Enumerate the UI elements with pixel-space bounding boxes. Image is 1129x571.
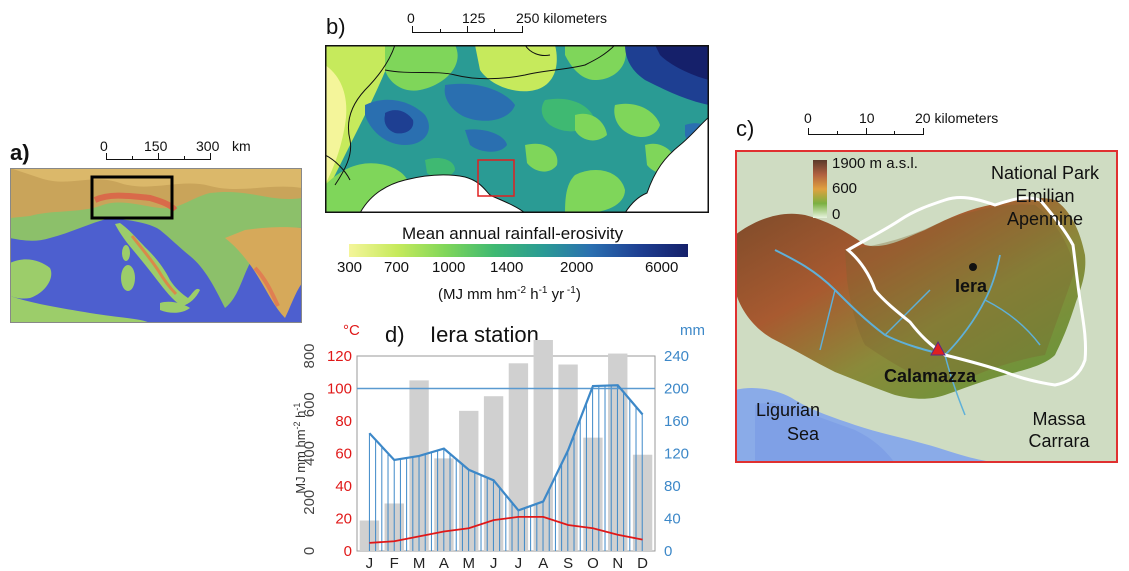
label-national-park: National Park Emilian Apennine bbox=[990, 163, 1100, 229]
erosivity-tick-4: 800 bbox=[301, 343, 318, 368]
label-calamazza: Calamazza bbox=[884, 366, 977, 386]
month-label-3: A bbox=[439, 555, 449, 571]
month-label-10: N bbox=[612, 555, 623, 571]
scale-a-0: 0 bbox=[100, 138, 108, 154]
temp-tick-4: 80 bbox=[335, 413, 352, 430]
scale-a-300: 300 bbox=[196, 138, 220, 154]
month-label-9: O bbox=[587, 555, 599, 571]
mm-tick-4: 160 bbox=[664, 413, 689, 430]
legend-unit: (MJ mm hm-2 h-1 yr -1) bbox=[438, 285, 581, 303]
panel-a-label: a) bbox=[10, 140, 30, 165]
scale-a-unit: km bbox=[232, 138, 251, 154]
erosivity-tick-0: 0 bbox=[301, 547, 318, 555]
legend-tick-6000: 6000 bbox=[645, 259, 679, 276]
mm-tick-3: 120 bbox=[664, 446, 689, 463]
month-label-8: S bbox=[563, 555, 573, 571]
precipitation-line bbox=[368, 384, 644, 512]
legend-tick-300: 300 bbox=[337, 259, 363, 276]
mm-tick-0: 0 bbox=[664, 543, 672, 560]
scale-c-0: 0 bbox=[804, 110, 812, 126]
erosivity-bar-7 bbox=[533, 340, 553, 551]
month-label-0: J bbox=[366, 555, 374, 571]
month-label-4: M bbox=[463, 555, 476, 571]
scale-a-150: 150 bbox=[144, 138, 168, 154]
mm-unit-label: mm bbox=[680, 322, 705, 339]
temp-tick-5: 100 bbox=[327, 381, 352, 398]
scale-b-250: 250 kilometers bbox=[516, 10, 608, 26]
legend-tick-1000: 1000 bbox=[432, 259, 466, 276]
scale-b-0: 0 bbox=[407, 10, 415, 26]
elev-label-600: 600 bbox=[832, 180, 858, 197]
temp-tick-2: 40 bbox=[335, 478, 352, 495]
panel-c-label: c) bbox=[736, 116, 755, 141]
erosivity-tick-1: 200 bbox=[301, 490, 318, 515]
legend-tick-1400: 1400 bbox=[490, 259, 524, 276]
temp-tick-0: 0 bbox=[344, 543, 352, 560]
temperature-line bbox=[369, 515, 643, 544]
mm-tick-6: 240 bbox=[664, 348, 689, 365]
elev-label-0: 0 bbox=[832, 206, 841, 223]
label-iera: Iera bbox=[955, 276, 988, 296]
rainfall-erosivity-map bbox=[325, 45, 709, 213]
europe-elevation-map bbox=[10, 168, 302, 323]
elev-label-1900: 1900 m a.s.l. bbox=[832, 155, 918, 172]
erosivity-tick-3: 600 bbox=[301, 392, 318, 417]
erosivity-bar-5 bbox=[483, 396, 504, 551]
climate-chart: 0 200 400 600 800 0 20 40 60 80 100 120 0 40 80 120 160 2… bbox=[301, 340, 689, 571]
study-area-map bbox=[735, 150, 1118, 463]
month-label-7: A bbox=[538, 555, 548, 571]
elevation-legend bbox=[813, 160, 827, 218]
mm-tick-5: 200 bbox=[664, 381, 689, 398]
legend-title: Mean annual rainfall-erosivity bbox=[402, 224, 624, 243]
temp-tick-1: 20 bbox=[335, 511, 352, 528]
legend-tick-2000: 2000 bbox=[560, 259, 594, 276]
panel-b-label: b) bbox=[326, 14, 346, 39]
month-label-6: J bbox=[515, 555, 523, 571]
month-label-2: M bbox=[413, 555, 426, 571]
scale-c-20: 20 kilometers bbox=[915, 110, 999, 126]
label-ligurian-sea: Ligurian Sea bbox=[755, 400, 821, 444]
mm-tick-2: 80 bbox=[664, 478, 681, 495]
erosivity-color-bar bbox=[349, 244, 688, 257]
month-label-1: F bbox=[390, 555, 399, 571]
erosivity-tick-2: 400 bbox=[301, 441, 318, 466]
scale-b-125: 125 bbox=[462, 10, 486, 26]
legend-tick-700: 700 bbox=[384, 259, 410, 276]
temp-unit-label: °C bbox=[343, 322, 360, 339]
month-label-5: J bbox=[490, 555, 498, 571]
month-label-11: D bbox=[637, 555, 648, 571]
chart-title: Iera station bbox=[430, 322, 539, 347]
temp-tick-3: 60 bbox=[335, 446, 352, 463]
mm-tick-1: 40 bbox=[664, 511, 681, 528]
panel-d-label: d) bbox=[385, 322, 405, 347]
label-massa-carrara: Massa Carrara bbox=[1028, 409, 1090, 451]
scale-c-10: 10 bbox=[859, 110, 875, 126]
temp-tick-6: 120 bbox=[327, 348, 352, 365]
